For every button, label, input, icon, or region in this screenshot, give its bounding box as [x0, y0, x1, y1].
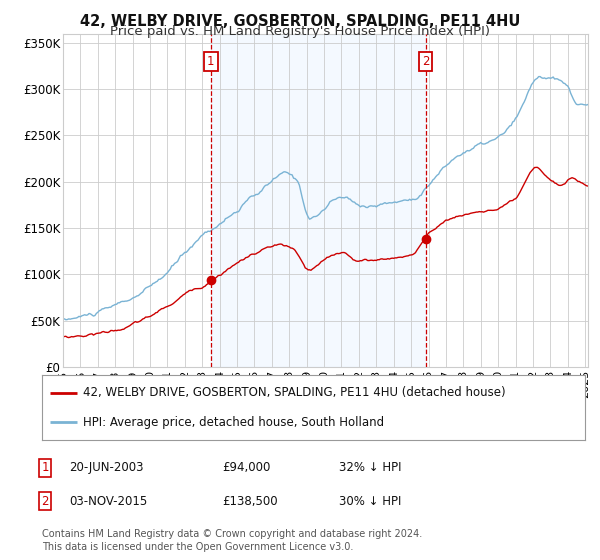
Text: HPI: Average price, detached house, South Holland: HPI: Average price, detached house, Sout…: [83, 416, 384, 429]
Text: 30% ↓ HPI: 30% ↓ HPI: [339, 494, 401, 508]
Text: £94,000: £94,000: [222, 461, 271, 474]
Bar: [211, 34, 425, 367]
Text: 2: 2: [422, 55, 430, 68]
Text: 42, WELBY DRIVE, GOSBERTON, SPALDING, PE11 4HU (detached house): 42, WELBY DRIVE, GOSBERTON, SPALDING, PE…: [83, 386, 505, 399]
Text: Price paid vs. HM Land Registry's House Price Index (HPI): Price paid vs. HM Land Registry's House …: [110, 25, 490, 38]
Text: 32% ↓ HPI: 32% ↓ HPI: [339, 461, 401, 474]
Text: Contains HM Land Registry data © Crown copyright and database right 2024.: Contains HM Land Registry data © Crown c…: [42, 529, 422, 539]
Text: 1: 1: [41, 461, 49, 474]
Text: 03-NOV-2015: 03-NOV-2015: [69, 494, 147, 508]
Text: 42, WELBY DRIVE, GOSBERTON, SPALDING, PE11 4HU: 42, WELBY DRIVE, GOSBERTON, SPALDING, PE…: [80, 14, 520, 29]
Text: 2: 2: [41, 494, 49, 508]
Text: 1: 1: [207, 55, 215, 68]
Text: This data is licensed under the Open Government Licence v3.0.: This data is licensed under the Open Gov…: [42, 542, 353, 552]
Text: 20-JUN-2003: 20-JUN-2003: [69, 461, 143, 474]
Text: £138,500: £138,500: [222, 494, 278, 508]
